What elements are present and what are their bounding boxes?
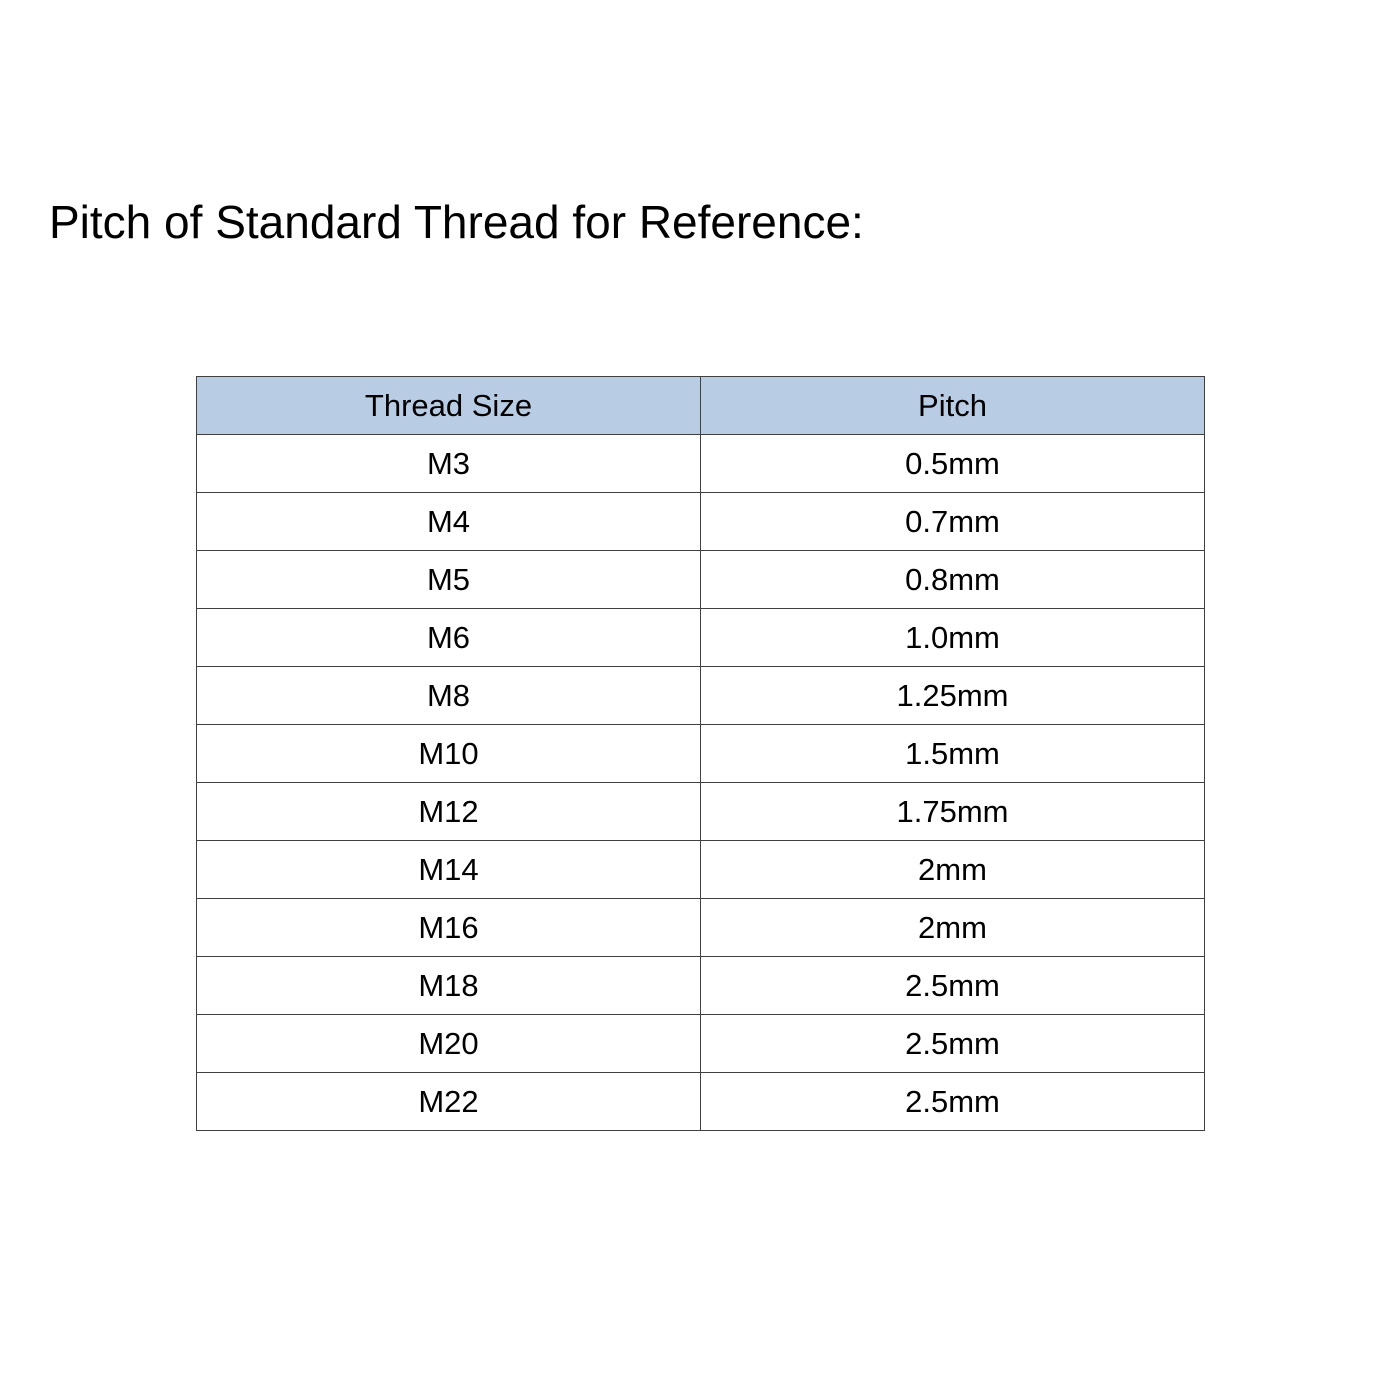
thread-size-cell: M8 xyxy=(196,666,701,725)
thread-size-cell: M12 xyxy=(196,782,701,841)
table-row: M10 1.5mm xyxy=(196,724,1205,783)
thread-size-cell: M3 xyxy=(196,434,701,493)
pitch-cell: 0.7mm xyxy=(700,492,1205,551)
table-row: M5 0.8mm xyxy=(196,550,1205,609)
pitch-cell: 1.0mm xyxy=(700,608,1205,667)
pitch-cell: 1.5mm xyxy=(700,724,1205,783)
thread-size-cell: M4 xyxy=(196,492,701,551)
pitch-cell: 2.5mm xyxy=(700,1014,1205,1073)
thread-size-cell: M14 xyxy=(196,840,701,899)
thread-size-cell: M16 xyxy=(196,898,701,957)
pitch-cell: 0.5mm xyxy=(700,434,1205,493)
table-row: M16 2mm xyxy=(196,898,1205,957)
table-row: M18 2.5mm xyxy=(196,956,1205,1015)
pitch-cell: 1.75mm xyxy=(700,782,1205,841)
pitch-cell: 0.8mm xyxy=(700,550,1205,609)
table-row: M6 1.0mm xyxy=(196,608,1205,667)
thread-size-cell: M18 xyxy=(196,956,701,1015)
pitch-cell: 2mm xyxy=(700,840,1205,899)
table-row: M12 1.75mm xyxy=(196,782,1205,841)
table-row: M3 0.5mm xyxy=(196,434,1205,493)
table-header-row: Thread Size Pitch xyxy=(196,376,1205,435)
pitch-cell: 2.5mm xyxy=(700,956,1205,1015)
table-row: M8 1.25mm xyxy=(196,666,1205,725)
thread-size-cell: M10 xyxy=(196,724,701,783)
pitch-cell: 2.5mm xyxy=(700,1072,1205,1131)
thread-size-cell: M20 xyxy=(196,1014,701,1073)
pitch-cell: 2mm xyxy=(700,898,1205,957)
table-row: M22 2.5mm xyxy=(196,1072,1205,1131)
header-pitch: Pitch xyxy=(700,376,1205,435)
header-thread-size: Thread Size xyxy=(196,376,701,435)
table-row: M4 0.7mm xyxy=(196,492,1205,551)
table-row: M14 2mm xyxy=(196,840,1205,899)
thread-size-cell: M22 xyxy=(196,1072,701,1131)
thread-size-cell: M5 xyxy=(196,550,701,609)
table-row: M20 2.5mm xyxy=(196,1014,1205,1073)
thread-size-cell: M6 xyxy=(196,608,701,667)
pitch-cell: 1.25mm xyxy=(700,666,1205,725)
page-title: Pitch of Standard Thread for Reference: xyxy=(49,196,864,248)
thread-pitch-table: Thread Size Pitch M3 0.5mm M4 0.7mm M5 0.8mm M… xyxy=(196,376,1205,1131)
